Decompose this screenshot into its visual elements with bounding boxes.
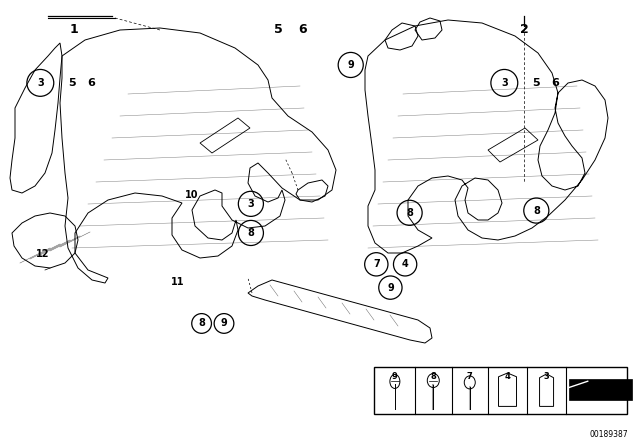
Text: 9: 9 <box>392 372 397 381</box>
Text: 7: 7 <box>467 372 472 381</box>
Text: 8: 8 <box>198 319 205 328</box>
Text: 6: 6 <box>298 22 307 36</box>
Text: 4: 4 <box>402 259 408 269</box>
Text: 00189387: 00189387 <box>589 430 628 439</box>
Text: 11: 11 <box>171 277 185 287</box>
Text: 5: 5 <box>68 78 76 88</box>
Text: 3: 3 <box>544 372 549 381</box>
Text: 7: 7 <box>373 259 380 269</box>
Text: 3: 3 <box>501 78 508 88</box>
Text: 9: 9 <box>221 319 227 328</box>
Bar <box>569 379 632 401</box>
Text: 12: 12 <box>36 250 50 259</box>
Text: 2: 2 <box>520 22 529 36</box>
Text: 6: 6 <box>88 78 95 88</box>
Text: 10: 10 <box>185 190 199 200</box>
Text: 3: 3 <box>248 199 254 209</box>
Text: 6: 6 <box>552 78 559 88</box>
Text: 8: 8 <box>406 208 413 218</box>
Text: 5: 5 <box>274 22 283 36</box>
Text: 8: 8 <box>431 372 436 381</box>
Text: 3: 3 <box>37 78 44 88</box>
Text: 9: 9 <box>387 283 394 293</box>
Text: 8: 8 <box>248 228 254 238</box>
Text: 9: 9 <box>348 60 354 70</box>
Text: 8: 8 <box>533 206 540 215</box>
Text: 5: 5 <box>532 78 540 88</box>
Text: 1: 1 <box>69 22 78 36</box>
Text: 4: 4 <box>504 372 511 381</box>
